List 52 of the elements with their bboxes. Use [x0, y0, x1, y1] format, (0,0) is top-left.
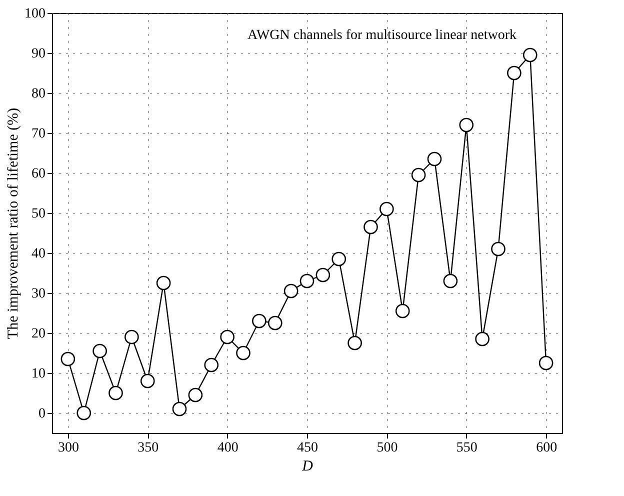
point	[411, 168, 426, 182]
point	[380, 202, 394, 216]
point	[172, 402, 187, 416]
x-tick-label: 550	[456, 440, 478, 456]
annotation: AWGN channels for multisource linear network	[247, 28, 517, 43]
point	[188, 388, 203, 402]
point	[76, 406, 92, 420]
point	[284, 284, 298, 298]
y-tick-label: 90	[32, 46, 46, 62]
y-tick-label: 50	[32, 206, 46, 222]
point	[395, 304, 410, 318]
point	[236, 346, 250, 360]
point	[443, 274, 458, 288]
point	[252, 314, 266, 328]
x-tick-label: 300	[58, 440, 79, 456]
y-tick-label: 10	[32, 366, 46, 382]
point	[459, 118, 474, 132]
y-tick-label: 0	[38, 406, 46, 422]
point	[124, 330, 139, 344]
point	[364, 220, 378, 234]
point	[348, 336, 362, 350]
x-tick-label: 450	[297, 440, 318, 456]
point	[522, 48, 538, 62]
point	[268, 316, 282, 330]
point	[538, 356, 554, 370]
point	[507, 66, 522, 80]
point	[300, 274, 314, 288]
x-tick-label: 500	[376, 440, 398, 456]
y-tick-label: 60	[32, 166, 46, 182]
point	[220, 330, 234, 344]
y-tick-label: 80	[32, 86, 46, 102]
point	[475, 332, 490, 346]
x-tick-label: 350	[138, 440, 159, 456]
x-axis-title: D	[301, 458, 314, 474]
y-tick-label: 70	[32, 126, 46, 142]
y-tick-label: 30	[32, 286, 46, 302]
x-tick-label: 600	[536, 440, 558, 456]
point	[60, 352, 76, 366]
point	[140, 374, 155, 388]
y-tick-label: 20	[32, 326, 46, 342]
y-tick-label: 100	[24, 6, 46, 22]
point	[92, 344, 107, 358]
point	[204, 358, 219, 372]
y-axis-title: The improvement ratio of lifetime (%)	[6, 108, 22, 340]
y-tick-label: 40	[32, 246, 46, 262]
point	[491, 242, 506, 256]
point	[108, 386, 123, 400]
point	[156, 276, 171, 290]
point	[427, 152, 442, 166]
point	[316, 268, 330, 282]
x-tick-label: 400	[217, 440, 238, 456]
point	[332, 252, 346, 266]
